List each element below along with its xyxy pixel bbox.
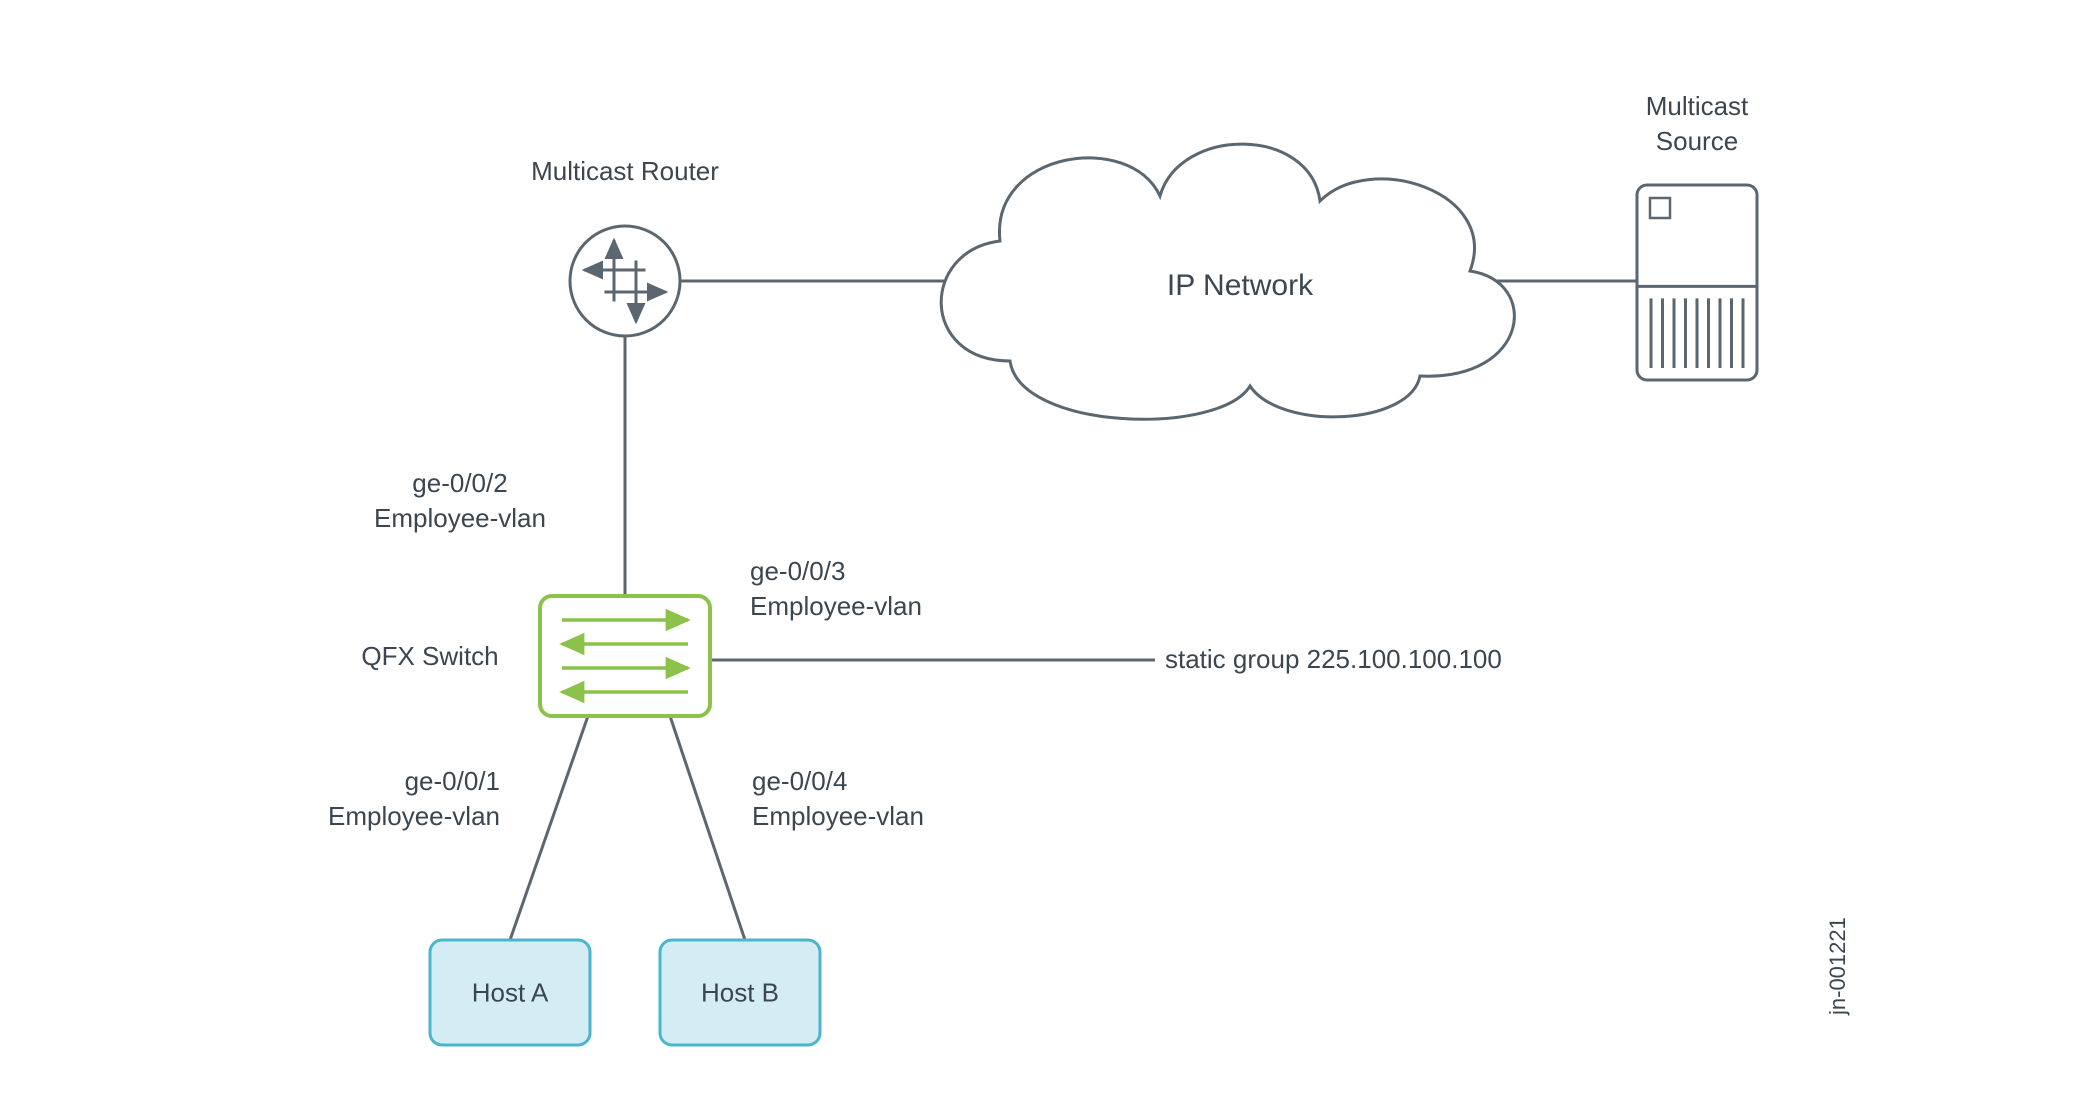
diagram-id-label: jn-001221	[1825, 917, 1850, 1016]
switch-label: QFX Switch	[361, 641, 498, 671]
host-a-label: Host A	[472, 978, 549, 1008]
multicast-source-icon: Multicast Source	[1637, 91, 1757, 380]
static-group-label: static group 225.100.100.100	[1165, 644, 1502, 674]
port-label-p1-vlan: Employee-vlan	[328, 801, 500, 831]
edge-switch-to-hostB-a	[670, 716, 745, 940]
port-label-p2-vlan: Employee-vlan	[374, 503, 546, 533]
qfx-switch-icon: QFX Switch	[361, 596, 710, 716]
port-label-p1-if: ge-0/0/1	[405, 766, 500, 796]
diagram-canvas: { "styling": { "background_color": "#fff…	[0, 0, 2100, 1115]
port-label-p3-vlan: Employee-vlan	[750, 591, 922, 621]
port-label-p4-vlan: Employee-vlan	[752, 801, 924, 831]
source-label-2: Source	[1656, 126, 1738, 156]
host-a-icon: Host A	[430, 940, 590, 1045]
port-label-p2-if: ge-0/0/2	[412, 468, 507, 498]
multicast-router-icon: Multicast Router	[531, 156, 719, 336]
cloud-label: IP Network	[1167, 269, 1314, 302]
ip-network-cloud: IP Network	[941, 144, 1514, 419]
port-label-p4-if: ge-0/0/4	[752, 766, 847, 796]
topology-svg: IP Network Multicast Router Multicast So…	[0, 0, 2100, 1115]
source-label-1: Multicast	[1646, 91, 1749, 121]
host-b-label: Host B	[701, 978, 779, 1008]
host-b-icon: Host B	[660, 940, 820, 1045]
edge-switch-to-hostA-a	[510, 716, 588, 940]
port-label-p3-if: ge-0/0/3	[750, 556, 845, 586]
router-label: Multicast Router	[531, 156, 719, 186]
